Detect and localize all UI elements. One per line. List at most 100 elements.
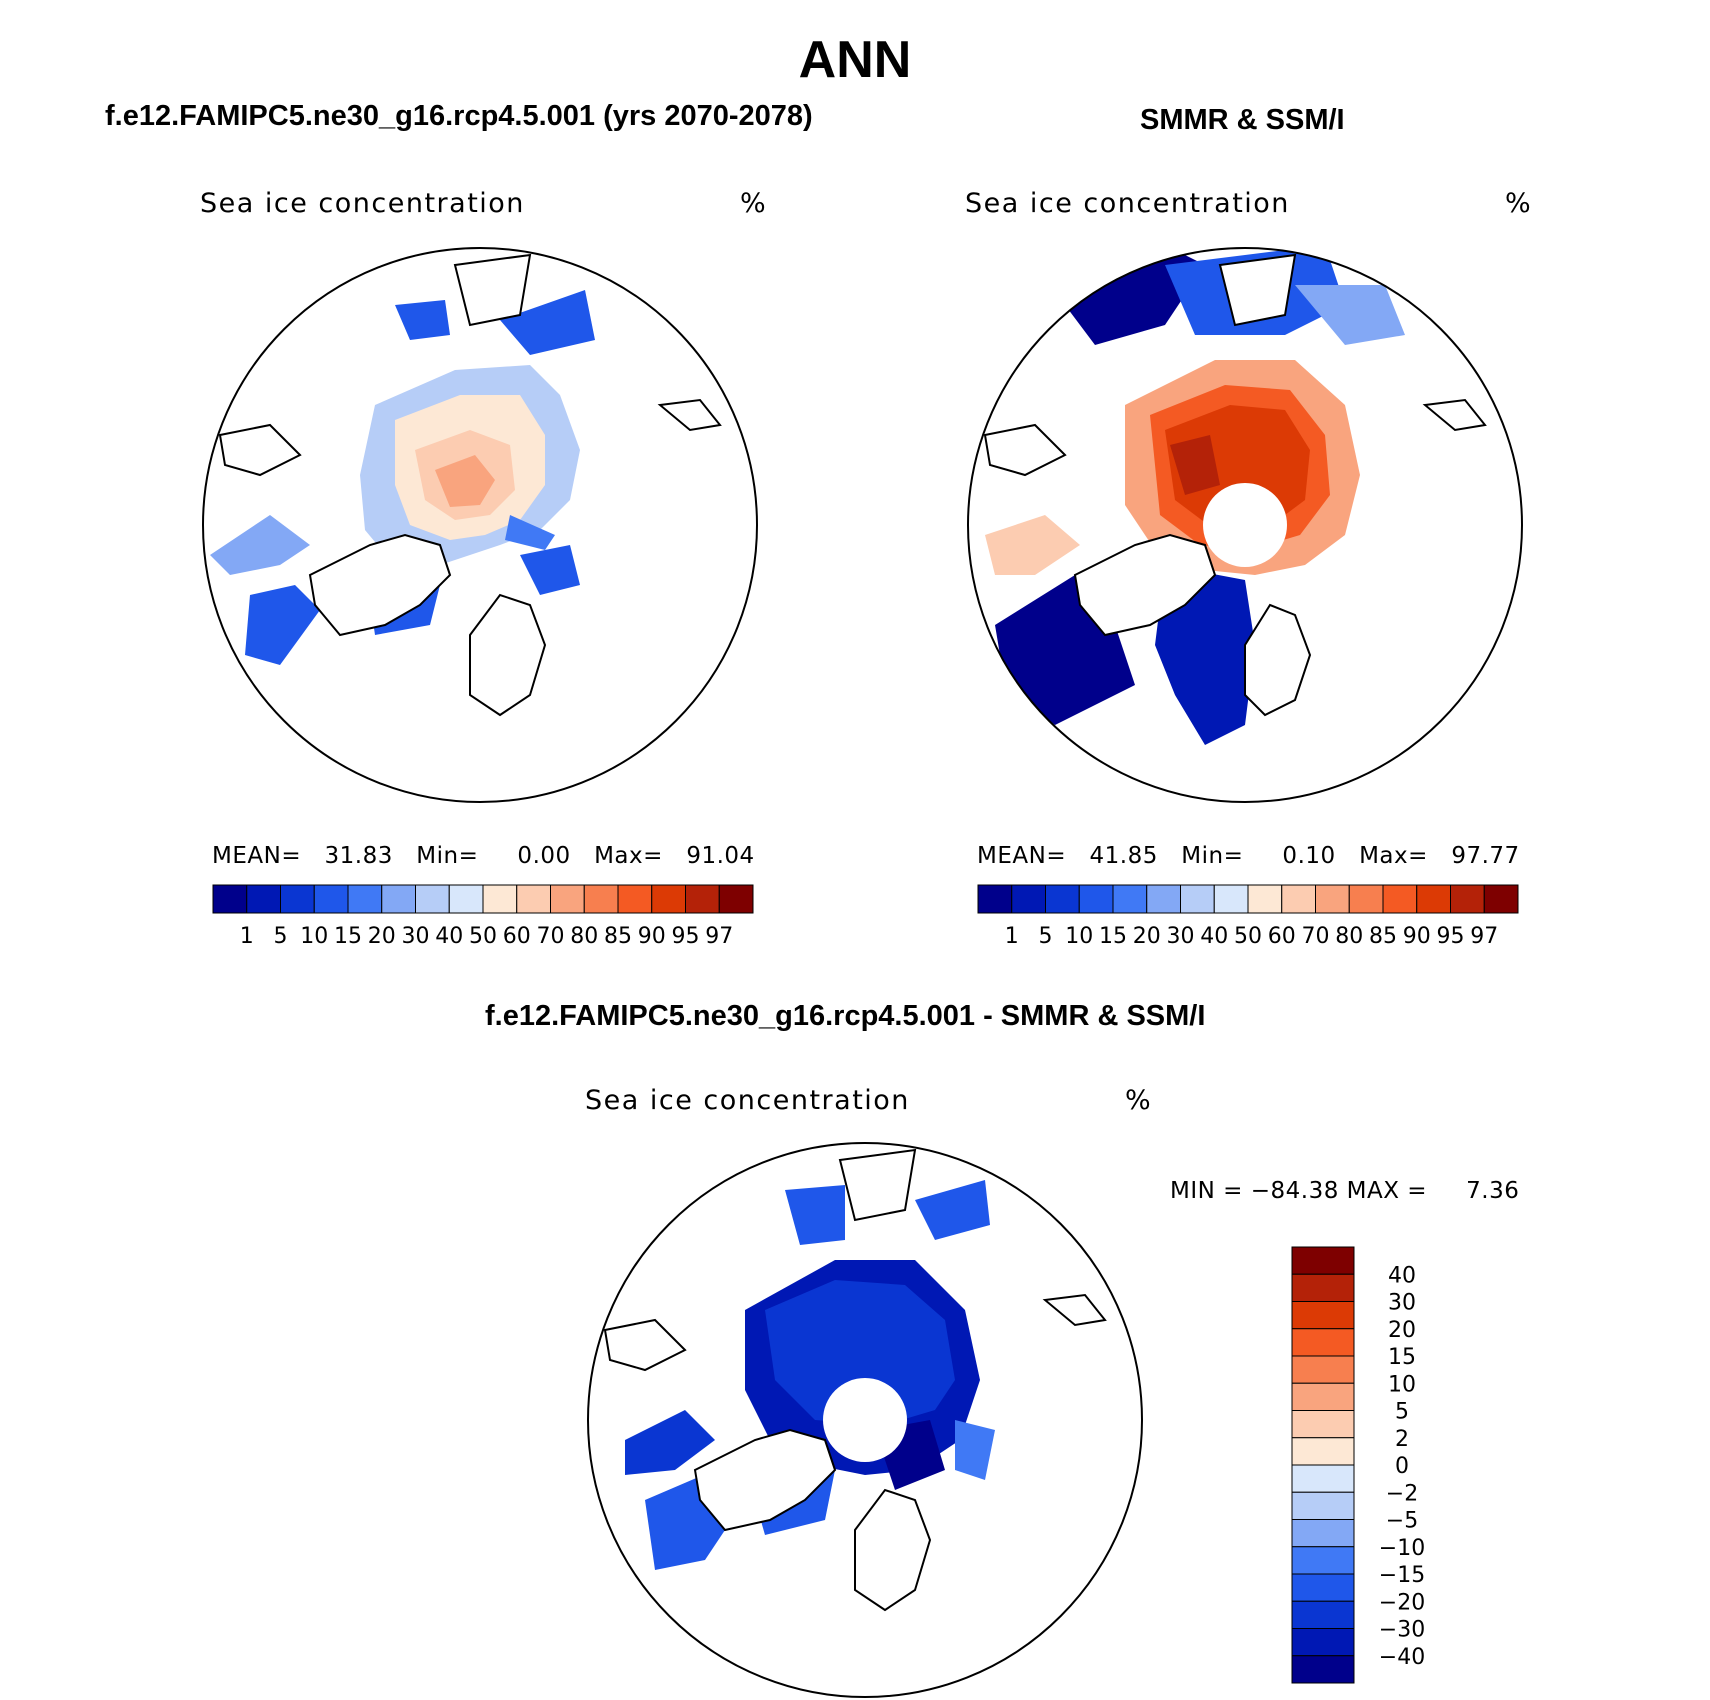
colorbar-model-box [212,884,248,914]
colorbar-obs-tick-label: 15 [1099,924,1127,949]
stats-model: MEAN= 31.83 Min= 0.00 Max= 91.04 [212,843,755,869]
panel-title-diff: f.e12.FAMIPC5.ne30_g16.rcp4.5.001 - SMMR… [485,1000,1206,1032]
colorbar-model-box [718,884,754,914]
ice-field-core [435,455,495,507]
colorbar-obs-tick-label: 90 [1403,924,1431,949]
polar-map-model [202,247,758,803]
colorbar-obs-box [1247,884,1283,914]
colorbar-obs-tick-label: 95 [1437,924,1465,949]
colorbar-obs-box [1348,884,1384,914]
colorbar-diff-box [1291,1491,1355,1520]
colorbar-obs-box [1180,884,1215,914]
colorbar-obs-tick-label: 97 [1470,924,1498,949]
colorbar-model-tick-label: 60 [503,924,531,949]
colorbar-model: 1 5 10 15 20 30 40 50 60 70 80 85 90 95 97 [212,884,754,949]
colorbar-diff-tick-label: −20 [1379,1590,1425,1615]
polar-map-obs [967,247,1523,803]
colorbar-obs-tick-label: 60 [1268,924,1296,949]
colorbar-model-tick-label: 85 [604,924,632,949]
colorbar-diff-tick-label: 10 [1388,1372,1416,1397]
colorbar-obs-tick-label: 85 [1369,924,1397,949]
colorbar-model-tick-label: 30 [402,924,430,949]
colorbar-diff-box [1291,1382,1355,1411]
colorbar-model-tick-label: 95 [672,924,700,949]
colorbar-diff-box [1291,1464,1355,1493]
colorbar-model-box [651,884,686,914]
colorbar-diff-tick-label: 20 [1388,1318,1416,1343]
colorbar-diff-box [1291,1655,1355,1684]
pole-hole [823,1378,907,1462]
colorbar-obs-box [1045,884,1080,914]
panel-title-model: f.e12.FAMIPC5.ne30_g16.rcp4.5.001 (yrs 2… [105,100,813,132]
colorbar-model-box [550,884,585,914]
colorbar-diff-tick-label: 30 [1388,1291,1416,1316]
colorbar-model-box [583,884,619,914]
pole-hole [1203,483,1287,567]
colorbar-obs-box [1416,884,1451,914]
units-model: % [740,188,768,219]
colorbar-model-box [516,884,551,914]
units-diff: % [1125,1085,1153,1116]
colorbar-diff-tick-label: −40 [1379,1645,1425,1670]
colorbar-diff-tick-label: 5 [1395,1400,1409,1425]
colorbar-diff-box [1291,1546,1355,1575]
colorbar-obs-tick-label: 10 [1065,924,1093,949]
colorbar-diff-box [1291,1301,1355,1330]
colorbar-obs-tick-label: 80 [1335,924,1363,949]
colorbar-diff-box [1291,1600,1355,1629]
colorbar-obs-box [1450,884,1485,914]
var-label-obs: Sea ice concentration [965,188,1290,219]
map-boundary [967,247,1523,803]
colorbar-obs-box [1011,884,1046,914]
colorbar-obs-tick-label: 30 [1167,924,1195,949]
colorbar-model-box [617,884,653,914]
colorbar-model-tick-label: 10 [300,924,328,949]
colorbar-obs-box [1483,884,1519,914]
colorbar-obs-tick-label: 70 [1302,924,1330,949]
colorbar-model-box [685,884,720,914]
colorbar-diff-tick-label: −5 [1386,1509,1418,1534]
colorbar-model-box [246,884,281,914]
map-boundary [202,247,758,803]
colorbar-obs-box [1281,884,1316,914]
colorbar-obs-box [1213,884,1249,914]
colorbar-obs-box [1078,884,1114,914]
colorbar-obs-box [1146,884,1181,914]
colorbar-model-tick-label: 70 [537,924,565,949]
scandinavia [469,593,547,717]
colorbar-diff-box [1291,1355,1355,1384]
stats-obs: MEAN= 41.85 Min= 0.10 Max= 97.77 [977,843,1520,869]
greenland [1073,533,1217,637]
ice-field-core [1170,435,1220,495]
colorbar-obs-tick-label: 50 [1234,924,1262,949]
greenland [693,1428,837,1532]
colorbar-diff-box [1291,1328,1355,1357]
colorbar-diff-tick-label: −15 [1379,1563,1425,1588]
colorbar-model-box [415,884,450,914]
polar-map-diff [587,1142,1143,1698]
var-label-diff: Sea ice concentration [585,1085,910,1116]
colorbar-diff-tick-label: 0 [1395,1454,1409,1479]
colorbar-obs-box [1315,884,1350,914]
scandinavia [854,1488,932,1612]
colorbar-model-box [280,884,315,914]
colorbar-obs-tick-label: 20 [1133,924,1161,949]
colorbar-diff-tick-label: 40 [1388,1263,1416,1288]
colorbar-diff-box [1291,1437,1355,1466]
greenland [308,533,452,637]
colorbar-diff-box [1291,1573,1355,1602]
colorbar-diff-box [1291,1246,1355,1275]
colorbar-model-box [448,884,484,914]
colorbar-model-tick-label: 80 [570,924,598,949]
panel-title-obs: SMMR & SSM/I [1140,104,1345,136]
colorbar-diff-box [1291,1519,1355,1548]
colorbar-obs-tick-label: 1 [1005,924,1019,949]
colorbar-model-box [381,884,416,914]
colorbar-obs-box [977,884,1013,914]
colorbar-model-tick-label: 40 [435,924,463,949]
main-title: ANN [798,31,912,89]
colorbar-model-box [482,884,518,914]
colorbar-model-tick-label: 5 [274,924,288,949]
colorbar-diff-box [1291,1628,1355,1657]
